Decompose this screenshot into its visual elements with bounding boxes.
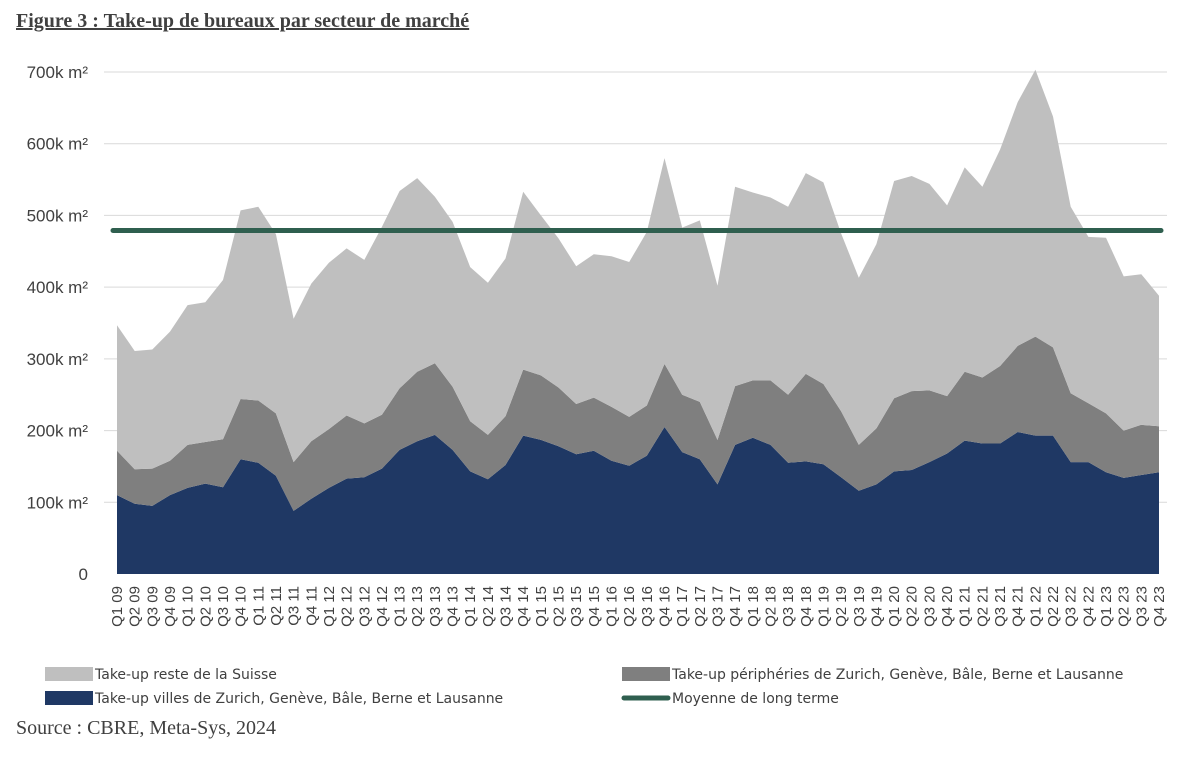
x-tick-label: Q4 20	[939, 586, 956, 627]
x-tick-label: Q3 14	[498, 586, 515, 627]
area-series-2	[117, 336, 1159, 511]
x-tick-label: Q1 16	[604, 586, 621, 627]
x-tick-label: Q1 09	[109, 586, 126, 627]
x-tick-label: Q1 15	[533, 586, 550, 627]
legend-label: Take-up villes de Zurich, Genève, Bâle, …	[94, 691, 503, 707]
x-tick-label: Q3 19	[851, 586, 868, 627]
legend: Take-up reste de la Suisse Take-up périph…	[45, 667, 1123, 707]
y-tick-label: 0	[79, 565, 88, 584]
y-tick-label: 400k m²	[27, 278, 89, 297]
x-tick-label: Q3 13	[427, 586, 444, 627]
x-tick-label: Q3 10	[215, 586, 232, 627]
x-tick-label: Q2 13	[409, 586, 426, 627]
x-tick-label: Q2 09	[127, 586, 144, 627]
x-tick-label: Q2 19	[833, 586, 850, 627]
legend-swatch	[622, 667, 670, 681]
x-tick-label: Q3 20	[921, 586, 938, 627]
x-tick-label: Q1 17	[674, 586, 691, 627]
x-tick-label: Q1 19	[815, 586, 832, 627]
x-tick-label: Q1 23	[1098, 586, 1115, 627]
x-axis: Q1 09 Q2 09 Q3 09 Q4 09 Q1 10 Q2 10 Q3 10 Q4 10…	[109, 586, 1168, 627]
area-series-3	[117, 69, 1159, 470]
x-tick-label: Q3 23	[1133, 586, 1150, 627]
x-tick-label: Q2 14	[480, 586, 497, 627]
x-tick-label: Q3 12	[356, 586, 373, 627]
x-tick-label: Q1 13	[392, 586, 409, 627]
x-tick-label: Q4 16	[656, 586, 673, 627]
legend-label: Take-up périphéries de Zurich, Genève, B…	[671, 667, 1123, 683]
figure-title: Figure 3 : Take-up de bureaux par secteu…	[16, 10, 470, 32]
x-tick-label: Q3 22	[1063, 586, 1080, 627]
x-tick-label: Q4 17	[727, 586, 744, 627]
x-tick-label: Q2 20	[904, 586, 921, 627]
x-tick-label: Q4 15	[586, 586, 603, 627]
y-axis: 0 100k m² 200k m² 300k m² 400k m² 500k m² 600k…	[27, 63, 89, 584]
legend-label: Take-up reste de la Suisse	[94, 667, 277, 683]
x-tick-label: Q2 10	[197, 586, 214, 627]
y-tick-label: 200k m²	[27, 422, 89, 441]
x-tick-label: Q2 15	[551, 586, 568, 627]
x-tick-label: Q4 10	[233, 586, 250, 627]
y-tick-label: 700k m²	[27, 63, 89, 82]
x-tick-label: Q4 23	[1151, 586, 1168, 627]
legend-swatch	[45, 667, 93, 681]
x-tick-label: Q4 19	[868, 586, 885, 627]
x-tick-label: Q2 12	[339, 586, 356, 627]
x-tick-label: Q1 20	[886, 586, 903, 627]
x-tick-label: Q1 14	[462, 586, 479, 627]
stacked-areas	[117, 69, 1159, 574]
x-tick-label: Q2 16	[621, 586, 638, 627]
source-note: Source : CBRE, Meta-Sys, 2024	[16, 717, 276, 739]
x-tick-label: Q4 14	[515, 586, 532, 627]
x-tick-label: Q3 11	[286, 586, 303, 626]
x-tick-label: Q4 13	[445, 586, 462, 627]
x-tick-label: Q4 22	[1080, 586, 1097, 627]
x-tick-label: Q2 23	[1116, 586, 1133, 627]
x-tick-label: Q3 09	[144, 586, 161, 627]
x-tick-label: Q4 12	[374, 586, 391, 627]
x-tick-label: Q2 22	[1045, 586, 1062, 627]
y-tick-label: 100k m²	[27, 493, 89, 512]
x-tick-label: Q4 21	[1010, 586, 1027, 627]
x-tick-label: Q2 17	[692, 586, 709, 627]
y-tick-label: 300k m²	[27, 350, 89, 369]
area-series-1	[117, 427, 1159, 574]
x-tick-label: Q1 22	[1027, 586, 1044, 627]
x-tick-label: Q2 18	[762, 586, 779, 627]
x-tick-label: Q2 21	[974, 586, 991, 627]
x-tick-label: Q1 21	[957, 586, 974, 627]
x-tick-label: Q3 15	[568, 586, 585, 627]
x-tick-label: Q2 11	[268, 586, 285, 626]
x-tick-label: Q4 18	[798, 586, 815, 627]
x-tick-label: Q3 18	[780, 586, 797, 627]
x-tick-label: Q1 10	[180, 586, 197, 627]
x-tick-label: Q4 09	[162, 586, 179, 627]
x-tick-label: Q1 18	[745, 586, 762, 627]
legend-swatch	[45, 691, 93, 705]
x-tick-label: Q1 11	[250, 586, 267, 626]
y-tick-label: 600k m²	[27, 135, 89, 154]
x-tick-label: Q3 21	[992, 586, 1009, 627]
x-tick-label: Q4 11	[303, 586, 320, 626]
x-tick-label: Q1 12	[321, 586, 338, 627]
x-tick-label: Q3 16	[639, 586, 656, 627]
y-tick-label: 500k m²	[27, 206, 89, 225]
legend-label: Moyenne de long terme	[672, 691, 839, 707]
x-tick-label: Q3 17	[709, 586, 726, 627]
